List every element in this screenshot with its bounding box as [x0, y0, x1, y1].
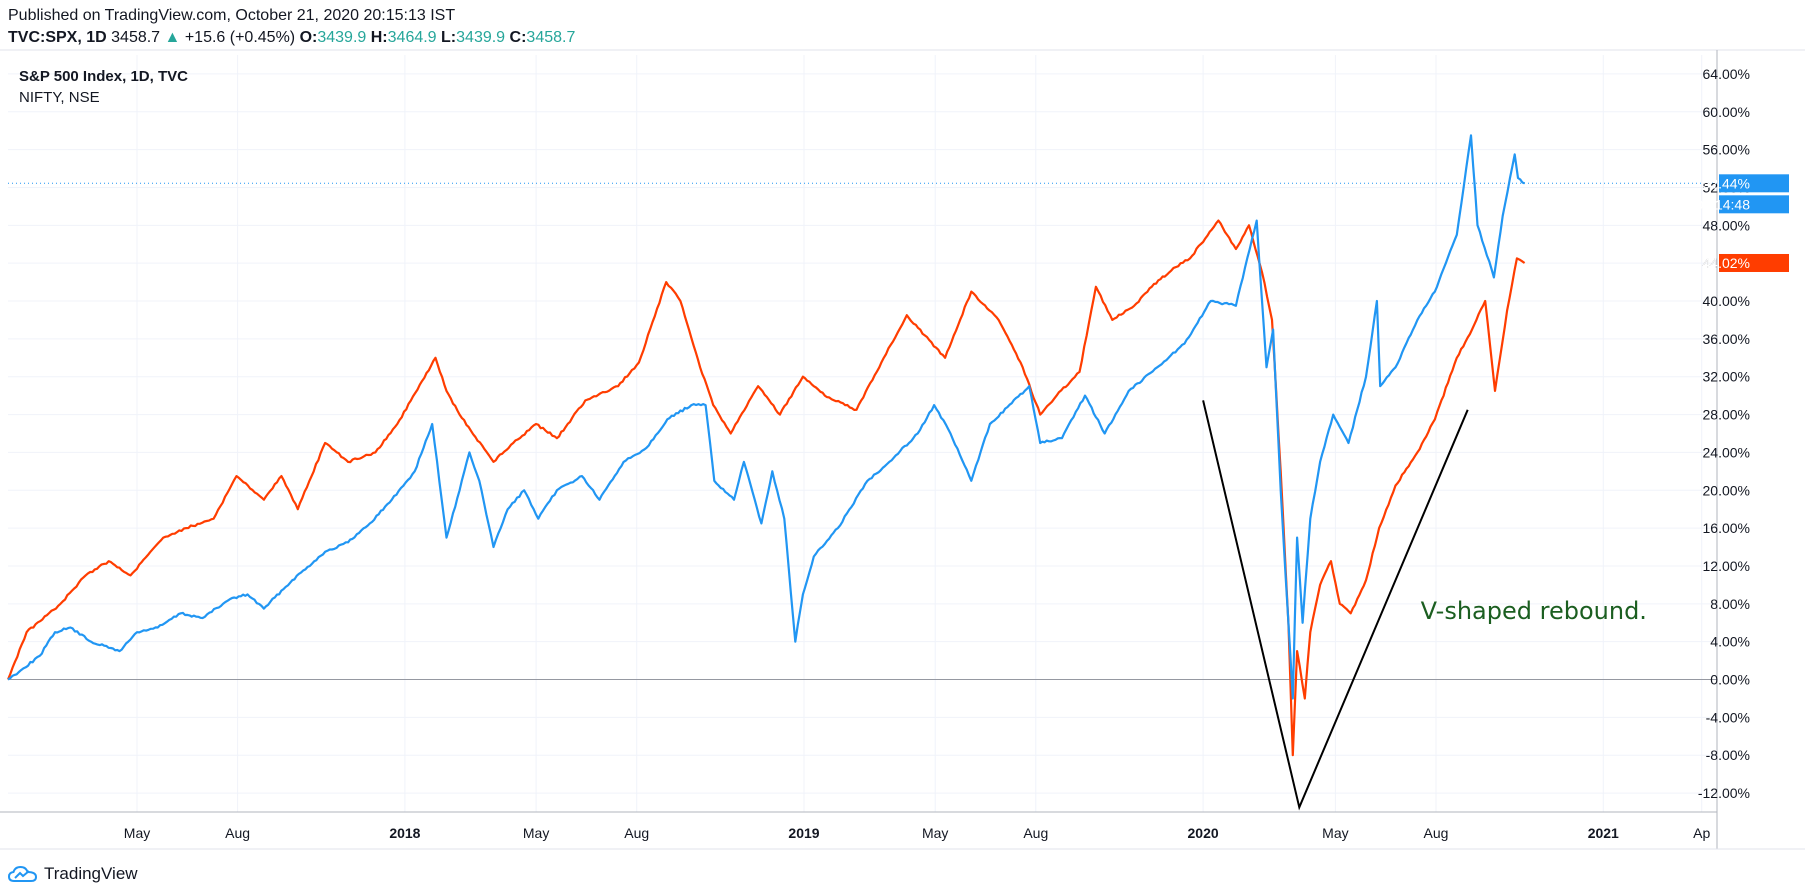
- y-tick-label: 0.00%: [1710, 672, 1750, 688]
- chart-frame: [0, 49, 1805, 850]
- y-tick-label: 24.00%: [1703, 444, 1750, 460]
- series-line-spx: [7, 134, 1525, 700]
- up-arrow-icon: ▲: [164, 29, 181, 46]
- x-tick-label: May: [1322, 825, 1348, 841]
- published-info: Published on TradingView.com, October 21…: [8, 7, 456, 24]
- y-tick-label: 40.00%: [1703, 293, 1750, 309]
- y-tick-label: -12.00%: [1698, 785, 1750, 801]
- y-tick-label: -4.00%: [1706, 709, 1750, 725]
- legend-compare-series[interactable]: NIFTY, NSE: [19, 89, 100, 106]
- annotation-layer: V-shaped rebound.: [1202, 400, 1647, 811]
- series-layer: [6, 134, 1526, 757]
- close-value: 3458.7: [526, 29, 576, 46]
- brand-name: TradingView: [44, 864, 138, 883]
- tradingview-cloud-icon: [8, 865, 38, 882]
- y-tick-label: 64.00%: [1703, 66, 1750, 82]
- open-value: 3439.9: [317, 29, 367, 46]
- y-tick-label: 4.00%: [1710, 634, 1750, 650]
- grid: [8, 55, 1717, 812]
- x-tick-label: 2020: [1188, 825, 1219, 841]
- x-tick-label: 2019: [788, 825, 819, 841]
- y-tick-label: 60.00%: [1703, 104, 1750, 120]
- high-value: 3464.9: [387, 29, 437, 46]
- v-rebound-annotation: V-shaped rebound.: [1421, 597, 1647, 625]
- open-label: O:: [299, 29, 318, 46]
- x-tick-label: 2018: [389, 825, 420, 841]
- spx-last-value-tag: 52.44%: [1703, 175, 1750, 191]
- v-shape-drawing: [1202, 400, 1469, 811]
- x-tick-label: Aug: [1023, 825, 1048, 841]
- bar-countdown-tag-bg: [1719, 195, 1789, 214]
- y-tick-label: -8.00%: [1706, 747, 1750, 763]
- y-tick-label: 36.00%: [1703, 331, 1750, 347]
- y-tick-label: 56.00%: [1703, 142, 1750, 158]
- bar-countdown-tag: 05:14:48: [1696, 196, 1751, 212]
- price-axis[interactable]: 64.00%60.00%56.00%52.00%48.00%44.00%40.0…: [1696, 66, 1790, 801]
- x-tick-label: May: [124, 825, 150, 841]
- y-tick-label: 12.00%: [1703, 558, 1750, 574]
- symbol-ohlc-bar: TVC:SPX, 1D 3458.7 ▲ +15.6 (+0.45%) O:34…: [8, 29, 575, 47]
- time-axis[interactable]: May Aug 2018 May Aug 2019 May Aug 2020 May Aug 2021…: [124, 825, 1711, 841]
- y-tick-label: 16.00%: [1703, 520, 1750, 536]
- last-price: 3458.7: [111, 29, 161, 46]
- high-label: H:: [370, 29, 388, 46]
- close-label: C:: [509, 29, 527, 46]
- x-tick-label: Ap: [1693, 825, 1710, 841]
- x-tick-label: Aug: [1424, 825, 1449, 841]
- y-tick-label: 28.00%: [1703, 407, 1750, 423]
- symbol-name[interactable]: TVC:SPX, 1D: [8, 29, 107, 46]
- price-change: +15.6 (+0.45%): [184, 29, 296, 46]
- brand-footer[interactable]: TradingView: [8, 862, 138, 886]
- low-label: L:: [441, 29, 457, 46]
- x-tick-label: Aug: [225, 825, 250, 841]
- y-tick-label: 48.00%: [1703, 217, 1750, 233]
- spx-last-value-tag-bg: [1719, 174, 1789, 193]
- series-line-nifty: [6, 219, 1526, 757]
- low-value: 3439.9: [456, 29, 506, 46]
- y-tick-label: 32.00%: [1703, 369, 1750, 385]
- y-tick-label: 20.00%: [1703, 482, 1750, 498]
- x-tick-label: Aug: [624, 825, 649, 841]
- x-tick-label: May: [922, 825, 948, 841]
- nifty-last-value-tag: 44.02%: [1703, 255, 1750, 271]
- legend-main-series[interactable]: S&P 500 Index, 1D, TVC: [19, 68, 188, 85]
- y-tick-label: 8.00%: [1710, 596, 1750, 612]
- x-tick-label: 2021: [1588, 825, 1619, 841]
- nifty-last-value-tag-bg: [1719, 253, 1789, 272]
- x-tick-label: May: [523, 825, 549, 841]
